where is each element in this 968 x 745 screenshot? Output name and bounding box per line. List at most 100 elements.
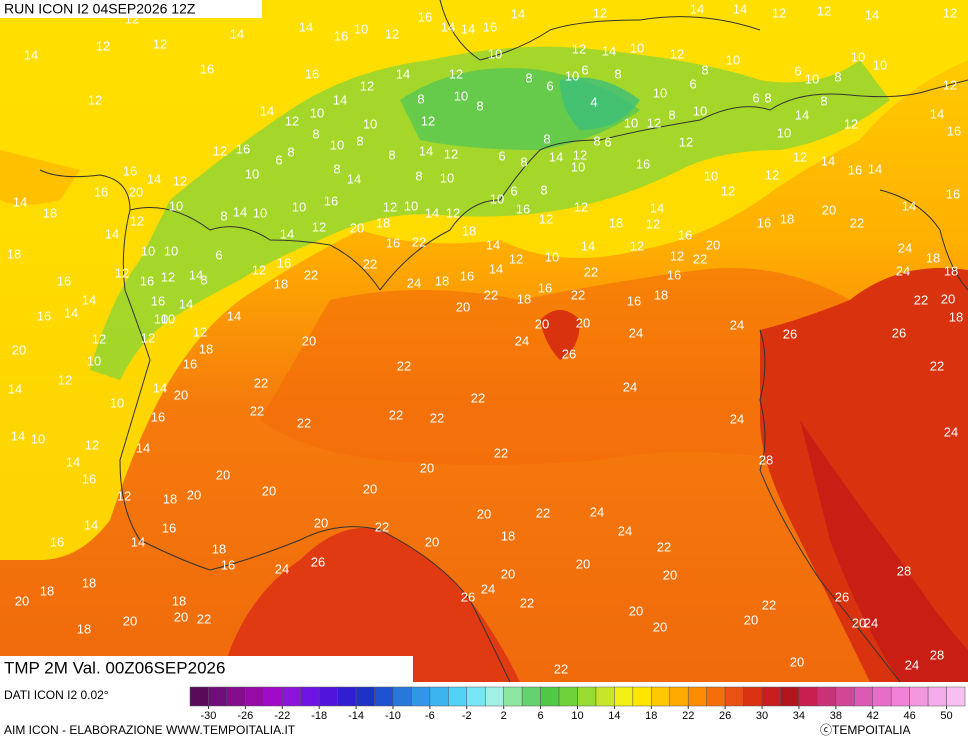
temperature-label: 20 [501, 566, 515, 581]
colorbar-tick-label: 22 [682, 710, 694, 722]
temperature-label: 12 [96, 38, 110, 53]
temperature-label: 14 [930, 106, 944, 121]
temperature-label: 14 [461, 21, 475, 36]
colorbar-swatch [946, 686, 966, 707]
temperature-label: 20 [822, 202, 836, 217]
colorbar-swatch [189, 686, 209, 707]
temperature-label: 8 [540, 182, 547, 197]
variable-title: TMP 2M Val. 00Z06SEP2026 [4, 658, 225, 677]
temperature-label: 20 [262, 483, 276, 498]
temperature-label: 12 [360, 78, 374, 93]
colorbar-swatch [927, 686, 947, 707]
temperature-label: 12 [574, 199, 588, 214]
credit-text: AIM ICON - ELABORAZIONE WWW.TEMPOITALIA.… [4, 723, 296, 737]
temperature-label: 26 [783, 326, 797, 341]
temperature-label: 22 [375, 519, 389, 534]
temperature-label: 14 [179, 296, 193, 311]
temperature-label: 10 [873, 57, 887, 72]
temperature-label: 16 [151, 293, 165, 308]
temperature-label: 22 [762, 597, 776, 612]
temperature-label: 18 [780, 211, 794, 226]
temperature-label: 16 [627, 293, 641, 308]
temperature-label: 6 [546, 78, 553, 93]
temperature-label: 16 [418, 9, 432, 24]
colorbar-swatch [503, 686, 523, 707]
colorbar-swatch [318, 686, 338, 707]
temperature-label: 8 [543, 131, 550, 146]
temperature-label: 22 [693, 251, 707, 266]
temperature-label: 16 [946, 186, 960, 201]
temperature-label: 14 [82, 292, 96, 307]
temperature-label: 12 [385, 26, 399, 41]
temperature-label: 16 [200, 61, 214, 76]
temperature-label: 26 [835, 589, 849, 604]
temperature-label: 12 [383, 199, 397, 214]
temperature-label: 20 [216, 467, 230, 482]
colorbar-tick-label: 2 [501, 710, 507, 722]
colorbar-swatch [448, 686, 468, 707]
temperature-label: 14 [549, 149, 563, 164]
colorbar-tick-label: -10 [385, 710, 401, 722]
temperature-label: 4 [590, 94, 597, 109]
temperature-label: 14 [733, 1, 747, 16]
colorbar-swatch [780, 686, 800, 707]
temperature-label: 16 [221, 557, 235, 572]
temperature-label: 8 [668, 107, 675, 122]
temperature-label: 22 [850, 215, 864, 230]
colorbar-swatch [706, 686, 726, 707]
temperature-label: 22 [494, 445, 508, 460]
colorbar-swatch [337, 686, 357, 707]
temperature-label: 24 [515, 333, 529, 348]
temperature-label: 12 [92, 331, 106, 346]
temperature-label: 8 [415, 168, 422, 183]
temperature-label: 18 [654, 287, 668, 302]
temperature-label: 14 [333, 92, 347, 107]
temperature-label: 8 [520, 154, 527, 169]
temperature-label: 24 [481, 581, 495, 596]
colorbar-tick-label: -6 [425, 710, 435, 722]
temperature-label: 18 [376, 215, 390, 230]
temperature-label: 12 [421, 113, 435, 128]
temperature-label: 20 [852, 615, 866, 630]
temperature-label: 8 [701, 62, 708, 77]
temperature-label: 14 [136, 440, 150, 455]
temperature-label: 16 [678, 227, 692, 242]
temperature-label: 10 [490, 191, 504, 206]
temperature-label: 8 [356, 133, 363, 148]
colorbar-swatch [724, 686, 744, 707]
temperature-label: 10 [545, 249, 559, 264]
temperature-label: 10 [164, 243, 178, 258]
temperature-label: 24 [623, 379, 637, 394]
temperature-label: 22 [197, 611, 211, 626]
temperature-label: 10 [110, 395, 124, 410]
temperature-label: 22 [554, 661, 568, 676]
temperature-label: 10 [169, 198, 183, 213]
temperature-label: 12 [161, 269, 175, 284]
temperature-label: 24 [275, 561, 289, 576]
temperature-label: 22 [412, 234, 426, 249]
colorbar-tick-label: -30 [200, 710, 216, 722]
temperature-label: 8 [417, 91, 424, 106]
temperature-label: 18 [172, 593, 186, 608]
colorbar-swatch [761, 686, 781, 707]
source-text: DATI ICON I2 0.02° [4, 688, 109, 702]
temperature-label: 28 [759, 452, 773, 467]
temperature-label: 12 [670, 248, 684, 263]
temperature-label: 14 [8, 381, 22, 396]
temperature-label: 20 [790, 654, 804, 669]
colorbar-swatch [300, 686, 320, 707]
colorbar-tick-label: -2 [462, 710, 472, 722]
temperature-label: 14 [602, 43, 616, 58]
temperature-label: 6 [604, 134, 611, 149]
temperature-label: 14 [233, 204, 247, 219]
colorbar-swatch [521, 686, 541, 707]
temperature-label: 14 [230, 26, 244, 41]
temperature-label: 16 [94, 184, 108, 199]
temperature-label: 20 [174, 387, 188, 402]
temperature-label: 14 [441, 19, 455, 34]
temperature-label: 16 [516, 201, 530, 216]
temperature-label: 12 [115, 265, 129, 280]
temperature-label: 16 [236, 141, 250, 156]
temperature-label: 14 [347, 171, 361, 186]
